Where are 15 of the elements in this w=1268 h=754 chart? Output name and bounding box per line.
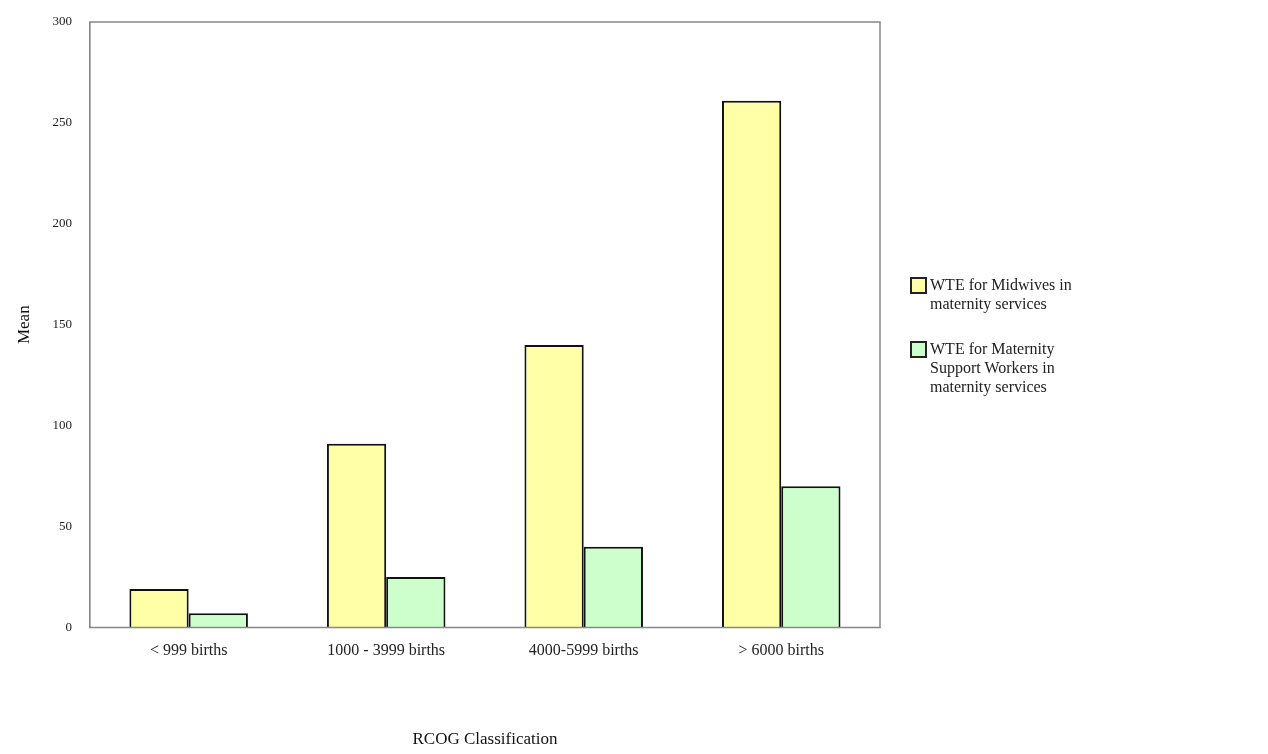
y-tick-label: 300: [52, 13, 72, 29]
x-axis-title: RCOG Classification: [412, 729, 558, 749]
y-tick-label: 250: [52, 114, 72, 130]
y-axis-title: Mean: [13, 304, 33, 345]
legend-label: WTE for Maternity Support Workers in maternity services: [930, 339, 1056, 396]
legend-label: WTE for Midwives in maternity services: [930, 275, 1073, 313]
y-tick-label: 0: [65, 618, 72, 634]
x-tick-label: < 999 births: [149, 641, 228, 659]
y-tick-label: 100: [52, 417, 72, 433]
x-tick-label: > 6000 births: [738, 641, 824, 659]
y-tick-label: 50: [58, 517, 72, 533]
x-tick-label: 1000 - 3999 births: [327, 641, 446, 659]
x-tick-label: 4000-5999 births: [528, 641, 639, 659]
y-tick-label: 200: [52, 215, 72, 231]
y-tick-label: 150: [52, 316, 72, 332]
